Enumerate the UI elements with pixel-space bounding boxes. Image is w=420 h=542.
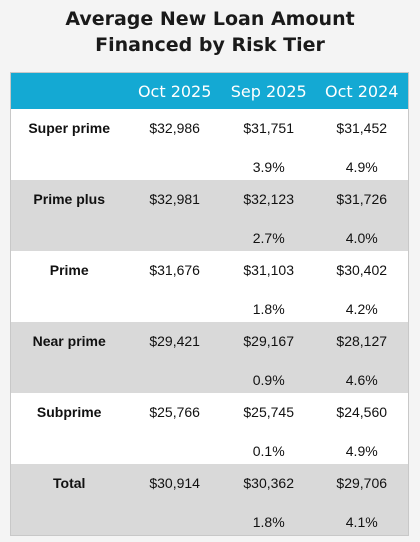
percent-change: 4.2%: [345, 301, 378, 317]
amount: $31,726: [336, 191, 388, 207]
table-cell: $31,676: [127, 251, 222, 322]
table-cell: $32,981: [127, 180, 222, 251]
table-row: Subprime $25,766 $25,745 0.1% $24,560 4.9%: [11, 393, 408, 464]
amount: $29,167: [243, 333, 294, 349]
table-cell: $28,127 4.6%: [315, 322, 408, 393]
table-cell: $32,986: [127, 109, 222, 180]
table-row: Prime $31,676 $31,103 1.8% $30,402 4.2%: [11, 251, 408, 322]
column-header: Oct 2024: [325, 81, 399, 101]
amount: $32,986: [149, 120, 200, 136]
percent-change: 4.6%: [345, 372, 378, 388]
table: Oct 2025 Sep 2025 Oct 2024 Super prime $32,9…: [10, 72, 409, 536]
row-label: Subprime: [36, 404, 102, 420]
amount: $29,706: [336, 475, 388, 491]
percent-change: 2.7%: [252, 230, 285, 246]
amount: $30,362: [243, 475, 294, 491]
amount: $31,751: [243, 120, 294, 136]
table-cell: $29,706 4.1%: [315, 464, 408, 535]
table-cell: $32,123 2.7%: [222, 180, 316, 251]
percent-change: 0.1%: [252, 443, 285, 459]
table-cell: $31,726 4.0%: [315, 180, 408, 251]
amount: $32,123: [243, 191, 294, 207]
percent-change: 3.9%: [252, 159, 285, 175]
percent-change: 1.8%: [252, 514, 285, 530]
table-cell: $29,421: [127, 322, 222, 393]
column-header: Sep 2025: [230, 81, 307, 101]
amount: $32,981: [149, 191, 200, 207]
table-cell: $25,745 0.1%: [222, 393, 316, 464]
table-cell: $29,167 0.9%: [222, 322, 316, 393]
table-cell: $31,452 4.9%: [315, 109, 408, 180]
amount: $25,766: [149, 404, 200, 420]
percent-change: 0.9%: [252, 372, 285, 388]
row-label: Prime: [49, 262, 89, 278]
amount: $31,103: [243, 262, 294, 278]
table-cell: $31,103 1.8%: [222, 251, 316, 322]
percent-change: 4.9%: [345, 443, 378, 459]
amount: $31,676: [149, 262, 200, 278]
amount: $30,402: [336, 262, 388, 278]
row-label: Total: [53, 475, 86, 491]
table-cell: $30,402 4.2%: [315, 251, 408, 322]
amount: $29,421: [149, 333, 200, 349]
table-cell: $24,560 4.9%: [315, 393, 408, 464]
table-cell: $25,766: [127, 393, 222, 464]
table-row: Near prime $29,421 $29,167 0.9% $28,127 4.6%: [11, 322, 408, 393]
table-row: Prime plus $32,981 $32,123 2.7% $31,726 4.0%: [11, 180, 408, 251]
column-header: Oct 2025: [137, 81, 212, 101]
row-label: Super prime: [28, 120, 111, 136]
row-label: Prime plus: [33, 191, 105, 207]
amount: $25,745: [243, 404, 294, 420]
table-row: Total $30,914 $30,362 1.8% $29,706 4.1%: [11, 464, 408, 535]
header-row: Oct 2025 Sep 2025 Oct 2024: [11, 73, 408, 109]
amount: $30,914: [149, 475, 200, 491]
percent-change: 4.1%: [345, 514, 378, 530]
amount: $24,560: [336, 404, 388, 420]
title: Average New Loan Amount Financed by Risk…: [65, 8, 355, 56]
amount: $31,452: [336, 120, 388, 136]
percent-change: 1.8%: [252, 301, 285, 317]
amount: $28,127: [336, 333, 388, 349]
table-cell: $31,751 3.9%: [222, 109, 316, 180]
percent-change: 4.0%: [345, 230, 378, 246]
row-label: Near prime: [32, 333, 106, 349]
percent-change: 4.9%: [345, 159, 378, 175]
table-cell: $30,914: [127, 464, 222, 535]
table-cell: $30,362 1.8%: [222, 464, 316, 535]
table-row: Super prime $32,986 $31,751 3.9% $31,452 4.9%: [11, 109, 408, 180]
